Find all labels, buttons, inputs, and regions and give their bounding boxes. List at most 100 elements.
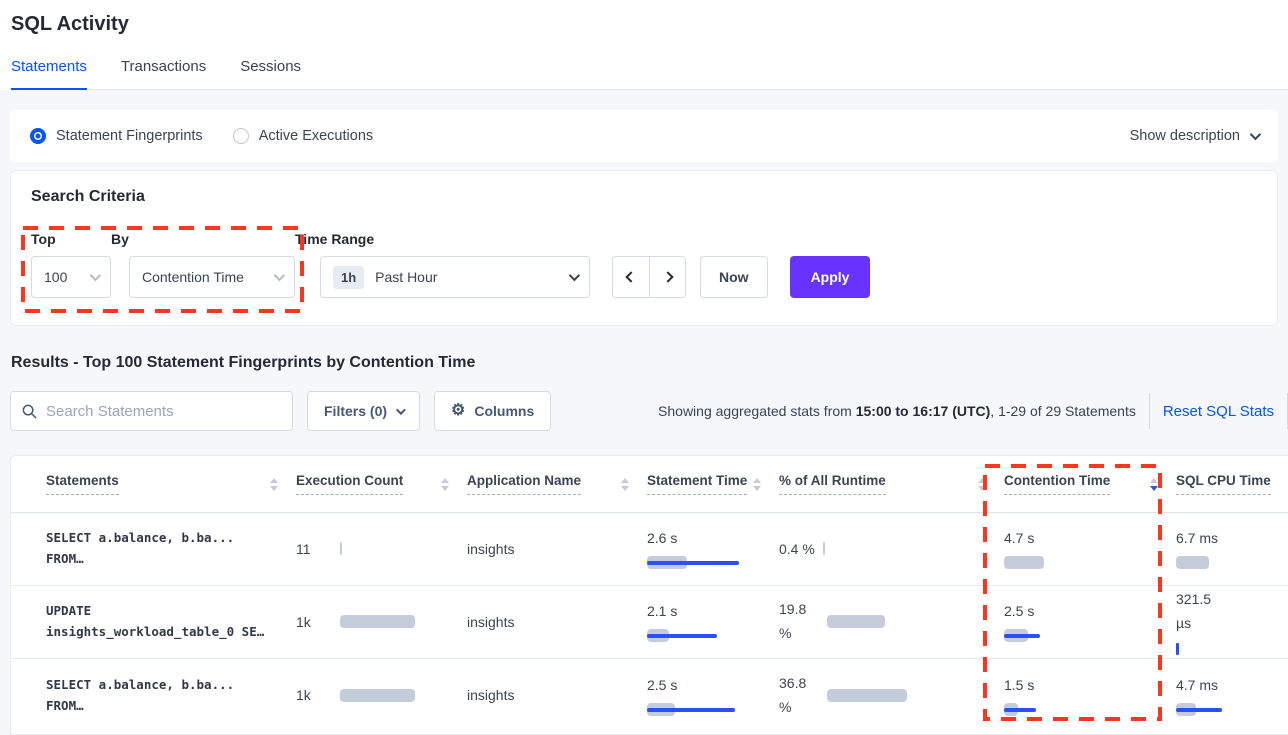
- contention-time-cell: 1.5 s: [1004, 675, 1176, 717]
- table-header-row: Statements Execution Count Application N…: [11, 456, 1288, 513]
- page-title: SQL Activity: [11, 13, 129, 35]
- table-row[interactable]: SELECT a.balance, b.ba... FROM… 1k insig…: [11, 659, 1288, 732]
- tab-statements[interactable]: Statements: [11, 58, 87, 90]
- tab-sessions[interactable]: Sessions: [240, 58, 302, 75]
- criteria-controls-row: Top 100 By Contention Time Time Range 1h…: [31, 231, 1257, 298]
- sort-icon[interactable]: [1150, 477, 1158, 491]
- columns-button[interactable]: ⚙ Columns: [434, 391, 552, 431]
- filters-button[interactable]: Filters (0): [307, 391, 421, 431]
- sort-icon[interactable]: [621, 477, 629, 491]
- table-controls-row: Filters (0) ⚙ Columns Showing aggregated…: [10, 391, 1288, 431]
- contention-time-bar: [1004, 556, 1104, 570]
- search-criteria-panel: Search Criteria Top 100 By Contention Ti…: [10, 170, 1278, 326]
- radio-label: Statement Fingerprints: [56, 128, 203, 144]
- aggregated-stats-text: Showing aggregated stats from 15:00 to 1…: [658, 403, 1136, 419]
- contention-time-bar: [1004, 629, 1104, 643]
- by-select-value: Contention Time: [142, 269, 244, 285]
- chevron-right-icon: [661, 271, 674, 283]
- sql-cpu-time-bar: [1176, 702, 1276, 717]
- statement-time-bar: [647, 702, 747, 717]
- sql-cpu-time-cell: 321.5 µs: [1176, 588, 1288, 657]
- sort-icon[interactable]: [441, 477, 449, 491]
- statement-cell[interactable]: SELECT a.balance, b.ba... FROM…: [46, 676, 235, 713]
- application-name-cell: insights: [467, 687, 515, 703]
- application-name-cell: insights: [467, 613, 515, 630]
- execution-count-bar: [340, 542, 440, 556]
- show-description-toggle[interactable]: Show description: [1130, 128, 1262, 144]
- divider: [1148, 393, 1150, 429]
- search-criteria-heading: Search Criteria: [31, 188, 145, 205]
- pct-runtime-bar: [822, 542, 923, 556]
- chevron-down-icon: [89, 269, 102, 282]
- radio-icon[interactable]: [232, 128, 249, 144]
- statement-time-bar: [647, 556, 747, 570]
- time-range-badge: 1h: [333, 265, 365, 289]
- sort-icon[interactable]: [753, 477, 761, 491]
- column-header-pct-all-runtime[interactable]: % of All Runtime: [779, 473, 1004, 495]
- reset-sql-stats-link[interactable]: Reset SQL Stats: [1162, 402, 1274, 420]
- by-select[interactable]: Contention Time: [129, 256, 295, 298]
- now-button[interactable]: Now: [700, 256, 768, 298]
- results-heading: Results - Top 100 Statement Fingerprints…: [11, 354, 476, 371]
- chevron-down-icon: [395, 404, 406, 415]
- execution-count-cell: 1k: [296, 685, 467, 706]
- column-header-contention-time[interactable]: Contention Time: [1004, 473, 1176, 495]
- columns-label: Columns: [474, 403, 535, 419]
- statement-cell[interactable]: SELECT a.balance, b.ba... FROM…: [46, 530, 235, 566]
- execution-count-bar: [340, 688, 440, 703]
- radio-icon[interactable]: [30, 128, 46, 144]
- column-header-execution-count[interactable]: Execution Count: [296, 473, 467, 495]
- statement-time-bar: [647, 629, 747, 643]
- statement-time-cell: 2.6 s: [647, 528, 779, 570]
- sql-cpu-time-bar: [1176, 642, 1276, 656]
- time-range-value: Past Hour: [375, 269, 438, 285]
- previous-time-button[interactable]: [613, 257, 649, 297]
- sql-cpu-time-bar: [1176, 556, 1276, 570]
- chevron-down-icon: [568, 269, 581, 282]
- pct-runtime-bar: [827, 688, 927, 703]
- contention-time-cell: 4.7 s: [1004, 528, 1176, 570]
- execution-count-cell: 1k: [296, 612, 467, 633]
- page-header: SQL Activity Statements Transactions Ses…: [0, 0, 1288, 90]
- search-input[interactable]: [46, 402, 281, 420]
- radio-statement-fingerprints[interactable]: Statement Fingerprints: [30, 128, 203, 144]
- contention-time-cell: 2.5 s: [1004, 601, 1176, 643]
- by-field: By Contention Time: [111, 231, 295, 298]
- statements-table: Statements Execution Count Application N…: [10, 455, 1288, 735]
- radio-active-executions[interactable]: Active Executions: [232, 128, 374, 144]
- column-header-statements[interactable]: Statements: [11, 473, 296, 495]
- tab-transactions[interactable]: Transactions: [120, 58, 207, 75]
- sort-icon[interactable]: [978, 477, 986, 491]
- execution-count-bar: [340, 615, 440, 629]
- sql-cpu-time-cell: 4.7 ms: [1176, 675, 1288, 717]
- pct-runtime-bar: [827, 615, 927, 629]
- execution-count-cell: 11: [296, 539, 467, 560]
- column-header-statement-time[interactable]: Statement Time: [647, 473, 779, 495]
- apply-button[interactable]: Apply: [789, 256, 871, 298]
- radio-group: Statement Fingerprints Active Executions: [30, 128, 373, 144]
- gear-icon: ⚙: [451, 402, 466, 419]
- top-select[interactable]: 100: [31, 256, 111, 298]
- time-range-nav: [612, 256, 686, 298]
- chevron-down-icon: [1249, 128, 1262, 141]
- table-row[interactable]: SELECT a.balance, b.ba... FROM… 11 insig…: [11, 513, 1288, 586]
- next-time-button[interactable]: [649, 257, 685, 297]
- radio-label: Active Executions: [258, 128, 374, 144]
- column-header-sql-cpu-time[interactable]: SQL CPU Time: [1176, 473, 1288, 495]
- table-row[interactable]: UPDATE insights_workload_table_0 SE… 1k …: [11, 586, 1288, 659]
- view-toggle-bar: Statement Fingerprints Active Executions…: [10, 110, 1278, 162]
- search-icon: [22, 404, 37, 418]
- statement-search-box[interactable]: [10, 391, 293, 431]
- contention-time-bar: [1004, 702, 1104, 717]
- sql-cpu-time-cell: 6.7 ms: [1176, 528, 1288, 570]
- time-range-field: Time Range 1h Past Hour: [295, 231, 590, 298]
- by-label: By: [111, 231, 129, 247]
- filters-label: Filters (0): [324, 403, 388, 419]
- time-range-select[interactable]: 1h Past Hour: [320, 256, 590, 298]
- column-header-application-name[interactable]: Application Name: [467, 473, 647, 495]
- pct-all-runtime-cell: 36.8 %: [779, 672, 1004, 720]
- sort-icon[interactable]: [270, 477, 278, 491]
- pct-all-runtime-cell: 0.4 %: [779, 539, 1004, 560]
- statement-cell[interactable]: UPDATE insights_workload_table_0 SE…: [46, 603, 265, 639]
- statement-time-cell: 2.5 s: [647, 675, 779, 717]
